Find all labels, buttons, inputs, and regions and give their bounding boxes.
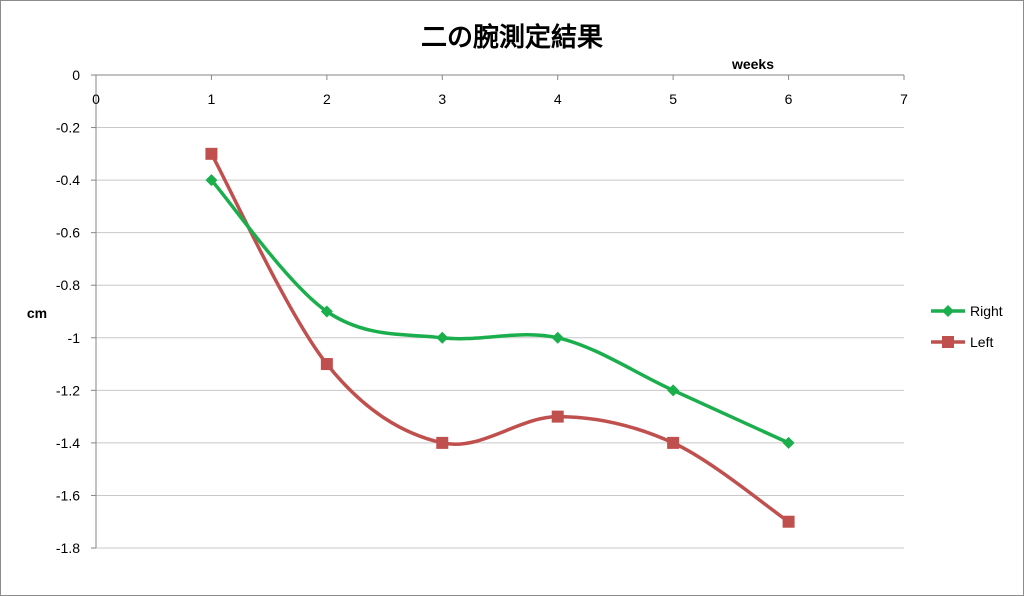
x-tick-label: 4 [554, 91, 562, 107]
y-tick-label: -0.4 [56, 172, 80, 188]
y-axis-label: cm [27, 305, 47, 321]
x-axis-label: weeks [731, 56, 774, 72]
x-tick-label: 1 [208, 91, 216, 107]
data-point-left [667, 436, 680, 449]
data-point-left [782, 515, 795, 528]
y-tick-label: -1.4 [56, 435, 80, 451]
x-tick-label: 3 [438, 91, 446, 107]
data-point-left [436, 436, 449, 449]
data-point-right [320, 305, 333, 318]
data-point-left [320, 358, 333, 371]
series-line-right [210, 178, 790, 445]
data-point-right [782, 436, 795, 449]
chart-title: 二の腕測定結果 [421, 22, 603, 53]
y-tick-label: 0 [72, 67, 80, 83]
data-point-right [436, 331, 449, 344]
data-point-left [551, 410, 564, 423]
x-tick-label: 6 [785, 91, 793, 107]
x-tick-label: 2 [323, 91, 331, 107]
y-tick-label: -0.2 [56, 120, 80, 136]
data-point-right [205, 174, 218, 187]
x-tick-label: 0 [92, 91, 100, 107]
y-tick-label: -1 [68, 330, 81, 346]
series-line-left [209, 152, 790, 524]
x-tick-label: 5 [669, 91, 677, 107]
y-tick-label: -0.8 [56, 277, 80, 293]
data-point-right [551, 331, 564, 344]
legend-label-left: Left [970, 334, 993, 350]
series-group [205, 147, 795, 528]
legend-marker-right [942, 305, 954, 317]
legend: Right Left [931, 303, 1003, 350]
legend-label-right: Right [970, 303, 1003, 319]
legend-marker-left [942, 336, 954, 348]
x-tick-label: 7 [900, 91, 908, 107]
axes: 0 -0.2 -0.4 -0.6 -0.8 -1 -1.2 -1.4 -1.6 -1.8 0 1 2 3 4… [56, 67, 908, 556]
y-tick-label: -0.6 [56, 225, 80, 241]
y-tick-label: -1.6 [56, 487, 80, 503]
data-point-left [205, 147, 218, 160]
y-tick-label: -1.8 [56, 540, 80, 556]
y-tick-label: -1.2 [56, 382, 80, 398]
data-point-right [667, 384, 680, 397]
